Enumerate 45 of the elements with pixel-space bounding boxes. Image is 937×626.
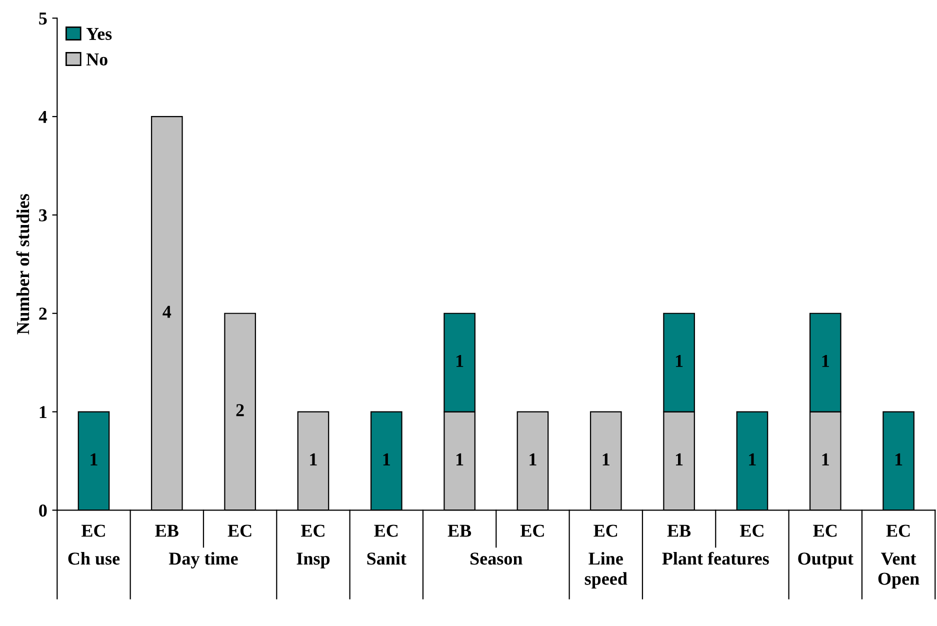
y-tick-label: 4: [38, 110, 48, 123]
data-label: 1: [530, 453, 536, 466]
x-tick-label: EC: [82, 524, 105, 537]
x-tick-label: EC: [886, 524, 910, 537]
y-axis-title: Number of studies: [16, 194, 30, 334]
x-tick-label: EC: [520, 524, 544, 537]
text: Season: [470, 552, 522, 565]
x-tick-label: EC: [374, 524, 398, 537]
y-tick-label: 0: [39, 504, 47, 517]
data-label: 1: [822, 355, 829, 367]
data-label: 1: [895, 453, 902, 466]
y-tick-label: 1: [40, 406, 46, 418]
data-label: 1: [749, 453, 756, 466]
text: Ch use: [68, 552, 120, 565]
data-label: 1: [310, 453, 317, 466]
text: Plant features: [662, 552, 769, 565]
x-tick-label: EB: [448, 524, 472, 537]
data-label: 1: [822, 453, 829, 466]
text: Insp: [296, 552, 330, 568]
data-label: 2: [236, 404, 244, 416]
text: Sanit: [367, 552, 406, 565]
x-tick-label: EC: [300, 524, 324, 537]
x-tick-label: EB: [155, 524, 178, 537]
data-label: 1: [676, 453, 683, 466]
data-label: 1: [676, 355, 683, 367]
text: Output: [798, 552, 854, 568]
data-label: 1: [456, 453, 464, 466]
x-tick-label: EB: [667, 524, 691, 537]
text: Line speed: [584, 552, 628, 589]
y-tick-label: 3: [39, 209, 47, 222]
legend-label: No: [86, 54, 108, 66]
y-tick-label: 5: [39, 12, 47, 25]
data-label: 1: [90, 453, 98, 466]
data-label: 1: [602, 453, 610, 466]
legend-label: Yes: [86, 28, 112, 40]
text: Day time: [168, 552, 238, 568]
data-label: 4: [162, 306, 172, 318]
x-tick-label: EC: [228, 524, 252, 537]
y-tick-label: 2: [39, 308, 47, 320]
text: Vent Open: [878, 552, 920, 589]
data-label: 1: [383, 453, 390, 466]
x-tick-label: EC: [813, 524, 837, 537]
data-label: 1: [456, 355, 464, 367]
x-tick-label: EC: [594, 524, 618, 537]
x-tick-label: EC: [740, 524, 764, 537]
